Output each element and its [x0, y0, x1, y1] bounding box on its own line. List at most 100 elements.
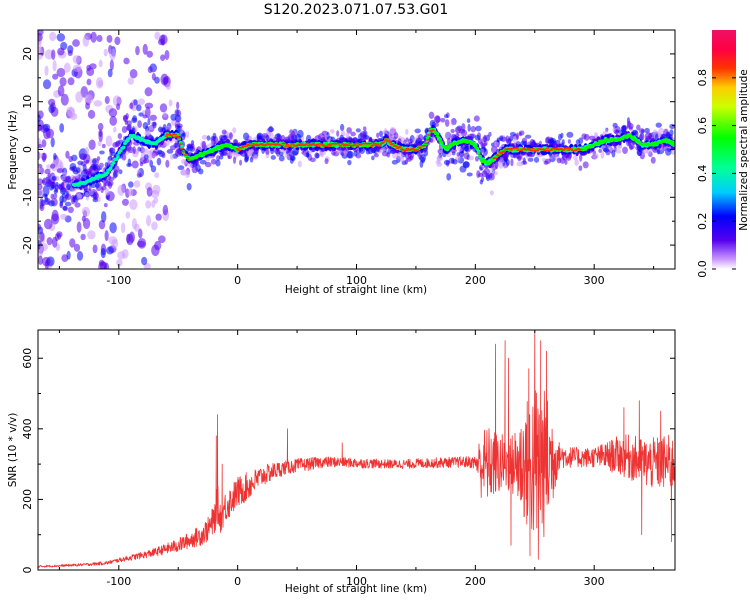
spectrogram-cloud-blob: [215, 159, 221, 167]
spectrogram-noise-blob: [56, 67, 66, 78]
spectrogram-ridge-mark: [555, 147, 559, 150]
spectrogram-noise-blob: [86, 78, 92, 86]
spectrogram-cloud-blob: [592, 152, 599, 160]
spectrogram-ridge-mark: [180, 147, 184, 150]
spectrogram-noise-blob: [50, 106, 59, 117]
spectrogram-noise-blob: [116, 259, 123, 267]
spectrogram-ridge-mark: [625, 136, 629, 139]
spectrogram-cloud-blob: [210, 158, 217, 165]
spectrogram-ridge-mark: [645, 142, 649, 145]
spectrogram-cloud-blob: [450, 118, 456, 126]
spectrogram-ridge-mark: [431, 129, 435, 131]
spectrogram-noise-blob: [38, 33, 43, 42]
spectrogram-ridge-mark: [652, 145, 656, 147]
spectrogram-cloud-blob: [101, 143, 106, 149]
spectrogram-ridge-mark: [404, 149, 408, 152]
spectrogram-cloud-blob: [278, 155, 285, 162]
spectrogram-noise-blob: [72, 55, 81, 64]
spectrogram-cloud-blob: [524, 134, 532, 139]
spectrogram-ridge-mark: [599, 142, 604, 144]
spectrogram-cloud-blob: [174, 114, 182, 123]
spectrogram-ridge-mark: [387, 140, 391, 142]
spectrogram-noise-blob: [87, 230, 96, 240]
spectrogram-noise-blob: [155, 213, 162, 221]
spectrogram-ridge-mark: [596, 143, 601, 145]
spectrogram-ridge-mark: [381, 141, 385, 144]
spectrogram-noise-blob: [60, 93, 69, 106]
spectrogram-noise-blob: [51, 49, 56, 61]
spectrogram-noise-blob: [107, 68, 113, 78]
spectrogram-noise-blob: [38, 248, 43, 258]
snr-y-tick-label: 200: [21, 489, 34, 510]
spectrogram-cloud-blob: [80, 161, 87, 167]
spectrogram-cloud-blob: [396, 151, 404, 160]
spectrogram-noise-blob: [160, 54, 166, 61]
spectrogram-cloud-blob: [44, 194, 48, 203]
snr-x-label: Height of straight line (km): [285, 583, 427, 595]
spectrogram-ridge-mark: [116, 155, 120, 159]
spectrogram-noise-blob: [59, 123, 65, 133]
spectrogram-cloud-blob: [142, 148, 149, 154]
spectrogram-cloud-blob: [99, 163, 104, 169]
spectrogram-cloud-blob: [72, 169, 79, 175]
spectrogram-noise-blob: [126, 233, 131, 244]
spectrogram-cloud-blob: [99, 150, 105, 155]
spectrogram-ridge-mark: [498, 151, 502, 154]
spectrogram-cloud-blob: [113, 126, 117, 133]
spectrogram-cloud-blob: [133, 99, 138, 106]
spectrogram-cloud-blob: [574, 159, 579, 166]
spectrogram-noise-blob: [120, 222, 126, 234]
spectrogram-cloud-blob: [221, 129, 227, 135]
spectrogram-cloud-blob: [149, 159, 154, 168]
spectrogram-ridge-mark: [375, 143, 380, 145]
spectrogram-cloud-blob: [276, 149, 281, 157]
spectrogram-ridge-mark: [368, 142, 373, 145]
snr-series-line: [38, 330, 675, 568]
spectrogram-noise-blob: [97, 80, 104, 87]
spectrogram-ridge-mark: [224, 143, 229, 146]
spectrogram-cloud-blob: [564, 159, 568, 165]
spectrogram-cloud-blob: [473, 115, 480, 122]
spectrogram-x-tick-label: 300: [584, 274, 605, 287]
spectrogram-cloud-blob: [129, 102, 134, 110]
spectrogram-cloud-blob: [452, 159, 458, 165]
spectrogram-cloud-blob: [444, 132, 451, 140]
spectrogram-cloud-blob: [198, 168, 204, 175]
spectrogram-cloud-blob: [147, 125, 155, 131]
spectrogram-ridge-mark: [298, 144, 303, 147]
snr-panel: -100 0 100 200 300 0 200 400 600 Height of stra…: [7, 329, 676, 595]
spectrogram-cloud-blob: [121, 153, 127, 161]
spectrogram-noise-blob: [131, 218, 138, 230]
spectrogram-cloud-blob: [556, 157, 562, 164]
spectrogram-ridge-mark: [653, 142, 658, 144]
spectrogram-cloud-blob: [510, 158, 514, 167]
spectrogram-ridge-mark: [184, 154, 189, 156]
spectrogram-cloud-blob: [162, 112, 168, 118]
spectrogram-ridge-mark: [426, 134, 431, 136]
spectrogram-ridge-mark: [207, 149, 211, 152]
spectrogram-noise-blob: [57, 47, 65, 56]
spectrogram-ridge-mark: [288, 145, 293, 147]
spectrogram-noise-blob: [108, 108, 118, 118]
spectrogram-noise-blob: [85, 94, 94, 104]
spectrogram-ridge-mark: [422, 144, 427, 147]
spectrogram-cloud-blob: [95, 182, 100, 189]
spectrogram-ridge-mark: [628, 133, 632, 135]
spectrogram-ridge-mark: [244, 145, 249, 147]
spectrogram-cloud-blob: [49, 182, 57, 189]
spectrogram-cloud-blob: [136, 104, 142, 112]
spectrogram-cloud-blob: [239, 159, 243, 166]
spectrogram-noise-blob: [87, 109, 96, 119]
spectrogram-cloud-blob: [490, 145, 498, 154]
spectrogram-cloud-blob: [47, 172, 52, 178]
spectrogram-ridge-mark: [655, 143, 659, 146]
spectrogram-ridge-mark: [522, 147, 527, 150]
spectrogram-cloud-blob: [125, 125, 132, 132]
spectrogram-ridge-mark: [247, 144, 251, 147]
spectrogram-cloud-blob: [600, 151, 605, 159]
spectrogram-ridge-mark: [509, 149, 514, 151]
spectrogram-noise-blob: [92, 244, 98, 254]
spectrogram-cloud-blob: [166, 149, 174, 154]
spectrogram-ridge-mark: [436, 136, 441, 138]
snr-y-tick-label: 600: [21, 348, 34, 369]
